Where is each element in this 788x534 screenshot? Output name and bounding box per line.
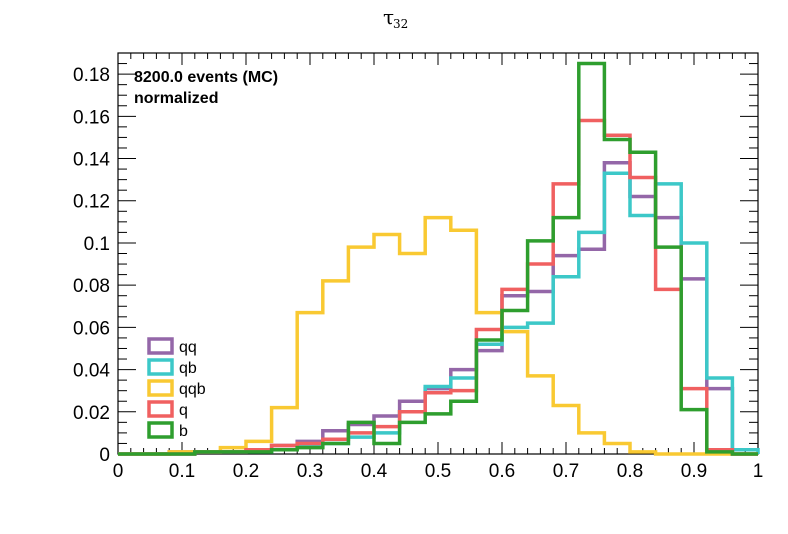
x-tick-label: 0.8 <box>617 461 643 482</box>
legend-swatch-b <box>147 421 174 439</box>
y-tick-label: 0.02 <box>73 403 110 424</box>
y-tick-label: 0.12 <box>73 192 110 213</box>
series-qb <box>118 171 760 456</box>
y-tick-label: 0.04 <box>73 361 110 382</box>
y-tick-label: 0 <box>99 445 110 466</box>
chart-title-subscript: 32 <box>393 17 408 31</box>
series-b <box>118 61 758 456</box>
x-tick-label: 0.5 <box>425 461 451 482</box>
y-tick-label: 0.08 <box>73 276 110 297</box>
legend-label-qq: qq <box>179 339 197 356</box>
chart-title: τ 32 <box>383 5 408 31</box>
chart-title-main: τ <box>383 5 394 29</box>
legend-swatch-qb <box>147 358 174 376</box>
legend-swatch-q <box>147 400 174 418</box>
legend-swatch-qqb <box>147 379 174 397</box>
y-axis: 0 0.02 0.04 0.06 0.08 0.1 0.12 0.14 0.16 0.18 <box>73 52 758 466</box>
x-tick-label: 1 <box>753 461 764 482</box>
series-qq <box>118 160 758 456</box>
y-tick-label: 0.18 <box>73 65 110 86</box>
y-tick-label: 0.14 <box>73 150 110 171</box>
y-tick-label: 0.06 <box>73 318 110 339</box>
x-tick-label: 0.3 <box>297 461 323 482</box>
legend-label-q: q <box>179 402 188 419</box>
x-tick-label: 0.9 <box>681 461 707 482</box>
x-tick-label: 0.6 <box>489 461 515 482</box>
x-tick-label: 0.1 <box>169 461 195 482</box>
x-tick-label: 0.2 <box>233 461 259 482</box>
series-qqb <box>118 215 758 456</box>
legend-swatch-qq <box>147 337 174 355</box>
y-tick-label: 0.16 <box>73 107 110 128</box>
x-tick-label: 0.4 <box>361 461 388 482</box>
legend-label-qqb: qqb <box>179 381 206 398</box>
legend-label-qb: qb <box>179 360 197 377</box>
legend-label-b: b <box>179 423 188 440</box>
series-lines <box>118 61 760 456</box>
x-tick-label: 0 <box>113 461 124 482</box>
x-tick-label: 0.7 <box>553 461 579 482</box>
x-axis: 0 0.1 0.2 0.3 0.4 0.5 0.6 0.7 0.8 0.9 1 <box>113 53 764 482</box>
y-tick-label: 0.1 <box>84 234 110 255</box>
annotations: 8200.0 events (MC) normalized <box>134 69 278 107</box>
annotation-normalized: normalized <box>134 90 218 107</box>
annotation-events: 8200.0 events (MC) <box>134 69 278 86</box>
series-q <box>118 118 758 456</box>
